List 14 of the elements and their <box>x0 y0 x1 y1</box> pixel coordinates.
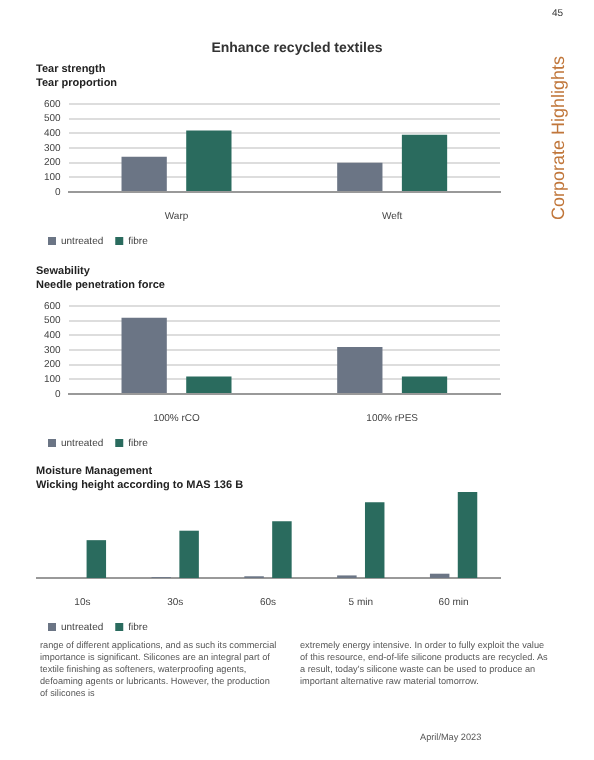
bar <box>337 347 383 393</box>
text: Corporate Highlights <box>548 55 568 220</box>
bar <box>186 376 232 393</box>
bar <box>121 156 167 191</box>
bar <box>364 502 385 578</box>
bar <box>179 530 199 578</box>
bar <box>401 134 448 191</box>
bar <box>186 130 232 191</box>
bar <box>121 317 167 393</box>
bar <box>337 162 383 191</box>
bar <box>457 492 478 578</box>
bar <box>86 540 107 578</box>
bar <box>272 521 292 578</box>
bar <box>401 376 448 393</box>
